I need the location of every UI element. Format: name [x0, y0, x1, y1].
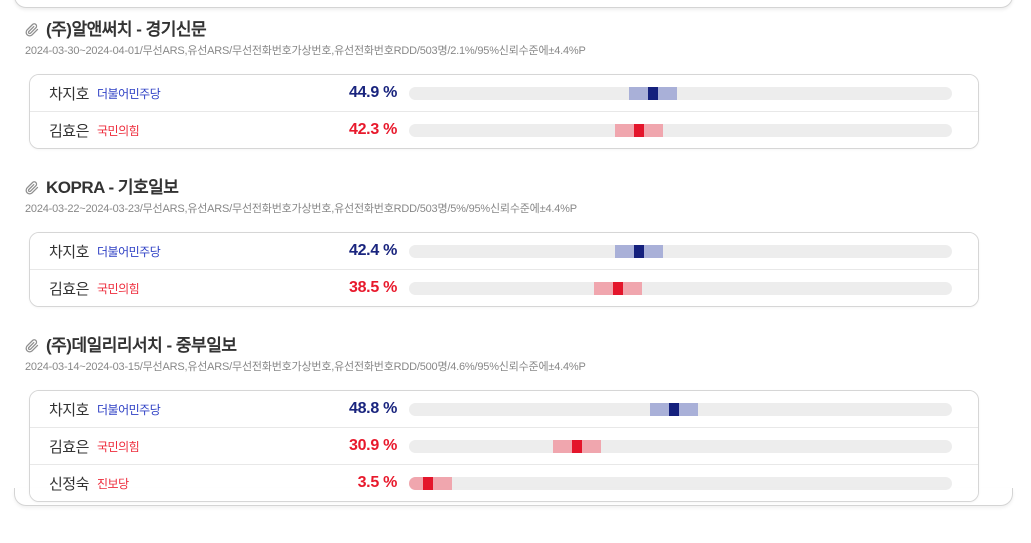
section-title: (주)데일리리서치 - 중부일보	[46, 336, 237, 355]
percentage-value: 42.4 %	[348, 242, 397, 259]
candidate-name: 신정숙	[49, 475, 89, 493]
survey-meta: 2024-03-30~2024-04-01/무선ARS,유선ARS/무선전화번호…	[25, 45, 586, 57]
poll-card: 차지호 더불어민주당 42.4 % 김효은 국민의힘 38.5 %	[29, 232, 979, 307]
bar-track	[409, 439, 952, 453]
previous-card-bottom-edge	[14, 0, 1013, 8]
party-label: 진보당	[97, 476, 129, 491]
poll-card: 차지호 더불어민주당 48.8 % 김효은 국민의힘 30.9 % 신정숙 진보…	[29, 390, 979, 502]
confidence-bar	[409, 123, 952, 137]
bar-track	[409, 123, 952, 137]
bar-track	[409, 402, 952, 416]
party-label: 국민의힘	[97, 123, 140, 138]
value-marker	[571, 439, 582, 453]
candidate-name: 차지호	[49, 85, 89, 103]
section-title: KOPRA - 기호일보	[46, 178, 179, 197]
percentage-value: 3.5 %	[357, 474, 398, 491]
bar-track	[409, 476, 952, 490]
survey-meta: 2024-03-14~2024-03-15/무선ARS,유선ARS/무선전화번호…	[25, 361, 586, 373]
bar-track	[409, 86, 952, 100]
party-label: 더불어민주당	[97, 86, 161, 101]
section-header: (주)데일리리서치 - 중부일보	[0, 336, 1031, 356]
party-label: 국민의힘	[97, 281, 140, 296]
percentage-value: 48.8 %	[348, 400, 397, 417]
party-label: 더불어민주당	[97, 244, 161, 259]
candidate-name: 김효은	[49, 280, 89, 298]
candidate-row: 김효은 국민의힘 38.5 %	[30, 269, 978, 306]
section-title: (주)알앤써치 - 경기신문	[46, 20, 207, 39]
percentage-value: 30.9 %	[348, 437, 397, 454]
bar-track	[409, 281, 952, 295]
section-header: (주)알앤써치 - 경기신문	[0, 20, 1031, 40]
percentage-value: 38.5 %	[348, 279, 397, 296]
confidence-bar	[409, 244, 952, 258]
confidence-bar	[409, 86, 952, 100]
percentage-value: 44.9 %	[348, 84, 397, 101]
poll-section: (주)알앤써치 - 경기신문 2024-03-30~2024-04-01/무선A…	[0, 20, 1031, 149]
value-marker	[633, 123, 644, 137]
candidate-row: 차지호 더불어민주당 44.9 %	[30, 75, 978, 111]
party-label: 더불어민주당	[97, 402, 161, 417]
value-marker	[668, 402, 679, 416]
value-marker	[613, 281, 624, 295]
percentage-value: 42.3 %	[348, 121, 397, 138]
party-label: 국민의힘	[97, 439, 140, 454]
value-marker	[647, 86, 658, 100]
confidence-bar	[409, 281, 952, 295]
value-marker	[634, 244, 645, 258]
section-header: KOPRA - 기호일보	[0, 178, 1031, 198]
paperclip-icon	[25, 23, 39, 37]
candidate-row: 신정숙 진보당 3.5 %	[30, 464, 978, 501]
paperclip-icon	[25, 339, 39, 353]
confidence-bar	[409, 476, 952, 490]
confidence-bar	[409, 439, 952, 453]
candidate-row: 차지호 더불어민주당 42.4 %	[30, 233, 978, 269]
candidate-row: 김효은 국민의힘 30.9 %	[30, 427, 978, 464]
candidate-name: 김효은	[49, 122, 89, 140]
paperclip-icon	[25, 181, 39, 195]
bar-track	[409, 244, 952, 258]
survey-meta: 2024-03-22~2024-03-23/무선ARS,유선ARS/무선전화번호…	[25, 203, 577, 215]
candidate-name: 차지호	[49, 401, 89, 419]
section-card-bottom-edge	[14, 488, 1013, 506]
poll-section: KOPRA - 기호일보 2024-03-22~2024-03-23/무선ARS…	[0, 178, 1031, 307]
candidate-name: 김효은	[49, 438, 89, 456]
poll-section: (주)데일리리서치 - 중부일보 2024-03-14~2024-03-15/무…	[0, 336, 1031, 502]
poll-card: 차지호 더불어민주당 44.9 % 김효은 국민의힘 42.3 %	[29, 74, 979, 149]
confidence-bar	[409, 402, 952, 416]
value-marker	[423, 476, 433, 490]
candidate-name: 차지호	[49, 243, 89, 261]
candidate-row: 김효은 국민의힘 42.3 %	[30, 111, 978, 148]
candidate-row: 차지호 더불어민주당 48.8 %	[30, 391, 978, 427]
